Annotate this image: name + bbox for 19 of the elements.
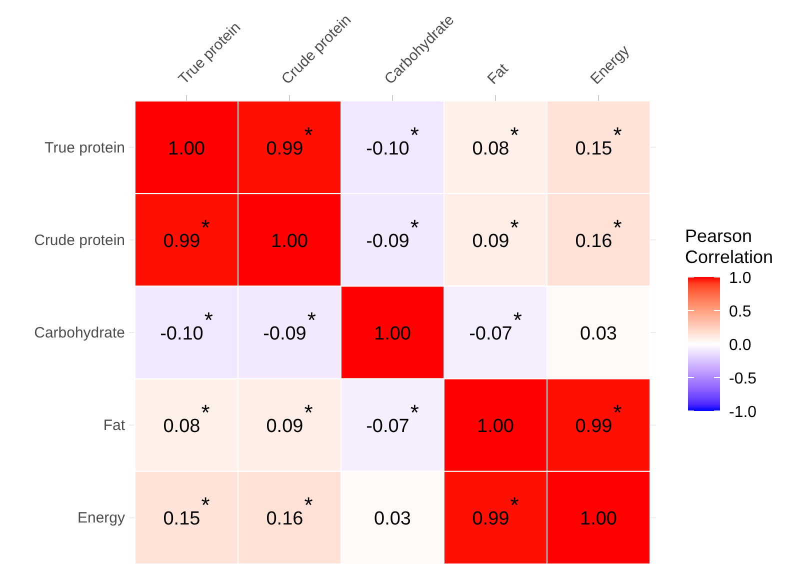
data-label: 1.00 <box>477 416 514 438</box>
color-bar-title: Pearson Correlation <box>685 226 774 267</box>
color-bar-label: 0.0 <box>729 337 752 354</box>
color-bar-label: 0.5 <box>729 304 752 320</box>
y-tick-label: Carbohydrate <box>34 324 125 342</box>
color-bar-label: -1.0 <box>729 404 757 421</box>
y-tick-label: True protein <box>44 139 125 156</box>
data-label: 1.00 <box>580 508 617 530</box>
x-tick-label: Fat <box>484 60 512 88</box>
y-tick-label: Crude protein <box>34 232 125 249</box>
y-tick-label: Fat <box>103 417 126 434</box>
y-tick-label: Energy <box>77 510 126 527</box>
color-bar-label: -0.5 <box>729 370 757 388</box>
data-label: 0.03 <box>374 508 411 530</box>
data-label: 1.00 <box>271 230 308 252</box>
data-label: 0.03 <box>580 324 617 344</box>
color-bar-label: 1.0 <box>729 270 752 287</box>
data-label: 1.00 <box>168 138 205 160</box>
data-label: 1.00 <box>374 324 411 344</box>
